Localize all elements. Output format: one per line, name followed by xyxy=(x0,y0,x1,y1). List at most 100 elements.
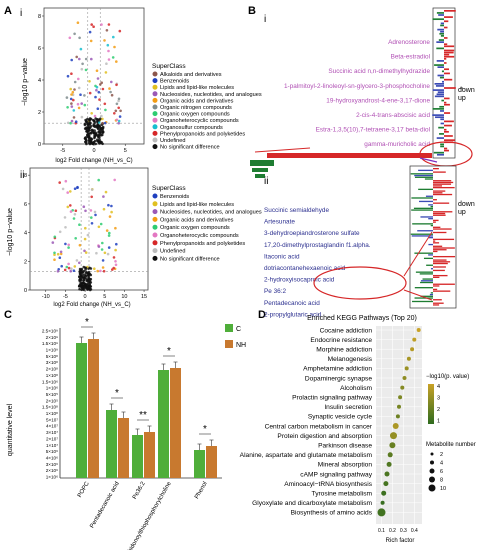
volcano-point xyxy=(97,140,101,143)
fold-change-bar xyxy=(433,245,443,247)
volcano-point xyxy=(109,90,112,94)
volcano-point xyxy=(91,130,94,134)
kegg-size-tick: 8 xyxy=(440,478,443,484)
bar-y-tick-label: 1.5×10⁶ xyxy=(42,379,58,384)
kegg-pathway-label: Parkinson disease xyxy=(318,443,372,450)
volcano-point xyxy=(69,87,72,91)
fold-change-bar xyxy=(437,28,444,31)
volcano-point xyxy=(89,124,93,128)
volcano-point xyxy=(82,205,86,208)
volcano-point xyxy=(74,237,77,240)
kegg-point xyxy=(412,337,417,342)
volcano-point xyxy=(89,209,93,212)
fold-change-bar xyxy=(433,276,440,278)
volcano-point xyxy=(95,88,98,92)
kegg-pathway-label: Mineral absorption xyxy=(318,462,373,469)
volcano-point xyxy=(81,287,85,291)
fold-change-bar xyxy=(444,103,450,106)
volcano-point xyxy=(77,86,81,90)
bar-chart-ylabel: quantitative level xyxy=(7,403,14,456)
volcano-point xyxy=(57,268,60,271)
volcano-point xyxy=(79,272,82,275)
volcano-point xyxy=(101,241,104,245)
fold-change-bar xyxy=(433,249,447,251)
volcano-point xyxy=(105,62,108,65)
fold-change-bar xyxy=(433,290,451,292)
kegg-point xyxy=(398,395,403,400)
volcano-point xyxy=(102,195,105,198)
volcano-point xyxy=(87,136,91,139)
volcano-point xyxy=(86,117,89,121)
kegg-point xyxy=(387,452,393,458)
kegg-point xyxy=(384,471,390,477)
volcano-point xyxy=(114,248,117,252)
volcano-point xyxy=(56,270,60,273)
bar-y-tick-label: 1×10⁷ xyxy=(46,443,58,448)
kegg-size-tick: 4 xyxy=(440,461,443,467)
volcano-point xyxy=(78,267,82,271)
fold-change-bar xyxy=(433,193,453,196)
fold-change-bar xyxy=(412,223,433,225)
legend-label: Organoheterocyclic compounds xyxy=(160,118,239,124)
x-tick-label: -5 xyxy=(63,294,68,300)
bar-nh xyxy=(206,446,217,478)
volcano-point xyxy=(82,278,86,282)
kegg-pathway-label: Cocaine addiction xyxy=(320,327,373,334)
legend-swatch xyxy=(152,124,158,130)
volcano-point xyxy=(114,263,118,267)
volcano-point xyxy=(111,56,115,59)
volcano-point xyxy=(74,209,78,212)
volcano-point xyxy=(78,243,82,247)
volcano-point xyxy=(94,117,97,120)
volcano-point xyxy=(83,103,87,107)
volcano-point xyxy=(85,120,88,123)
volcano-ii-ylabel: −log10 p−value xyxy=(7,208,14,256)
volcano-point xyxy=(103,102,107,106)
volcano-point xyxy=(72,98,75,102)
volcano-point xyxy=(67,243,70,247)
legend-swatch xyxy=(152,104,158,110)
volcano-point xyxy=(110,210,113,214)
big-up-bar-i xyxy=(267,153,432,158)
fold-change-bar xyxy=(444,72,450,75)
volcano-point xyxy=(93,114,97,118)
fold-change-bar xyxy=(436,41,444,43)
fold-change-bar xyxy=(437,74,444,77)
fold-change-bar xyxy=(444,68,449,71)
metabolite-name: Pe 36:2 xyxy=(264,288,286,295)
fold-change-bar xyxy=(433,259,447,261)
legend-label: Undefined xyxy=(160,249,186,255)
volcano-point xyxy=(113,45,116,49)
volcano-point xyxy=(96,77,100,80)
fold-change-bar xyxy=(430,268,433,270)
kegg-point xyxy=(383,481,389,487)
volcano-point xyxy=(107,49,110,53)
volcano-point xyxy=(88,120,91,124)
legend-label: Organic nitrogen compounds xyxy=(160,105,232,111)
volcano-point xyxy=(97,245,101,248)
fold-change-bar xyxy=(433,219,439,222)
bar-c xyxy=(76,343,87,478)
bar-y-tick-label: 3×10⁸ xyxy=(46,360,58,365)
kegg-pathway-label: Protein digestion and absorption xyxy=(277,433,372,440)
volcano-point xyxy=(117,119,121,123)
fold-change-bar xyxy=(433,231,447,234)
volcano-point xyxy=(69,210,73,213)
fold-change-bar xyxy=(433,190,446,192)
volcano-point xyxy=(73,213,77,216)
fold-change-bar xyxy=(444,149,449,152)
kegg-point xyxy=(386,461,392,467)
fold-change-bar xyxy=(413,207,433,209)
kegg-pathway-label: Glyoxylate and dicarboxylate metabolism xyxy=(252,500,372,507)
fold-change-bar xyxy=(444,57,447,60)
volcano-point xyxy=(102,207,106,211)
legend-swatch xyxy=(152,216,158,222)
fold-change-bar xyxy=(410,173,433,175)
fold-change-bar xyxy=(444,10,456,12)
fold-change-bar xyxy=(423,257,433,260)
kegg-size-tick: 10 xyxy=(440,486,446,492)
volcano-point xyxy=(78,276,81,279)
volcano-point xyxy=(86,132,90,136)
volcano-point xyxy=(64,242,67,246)
bar-legend-label: C xyxy=(236,326,241,333)
